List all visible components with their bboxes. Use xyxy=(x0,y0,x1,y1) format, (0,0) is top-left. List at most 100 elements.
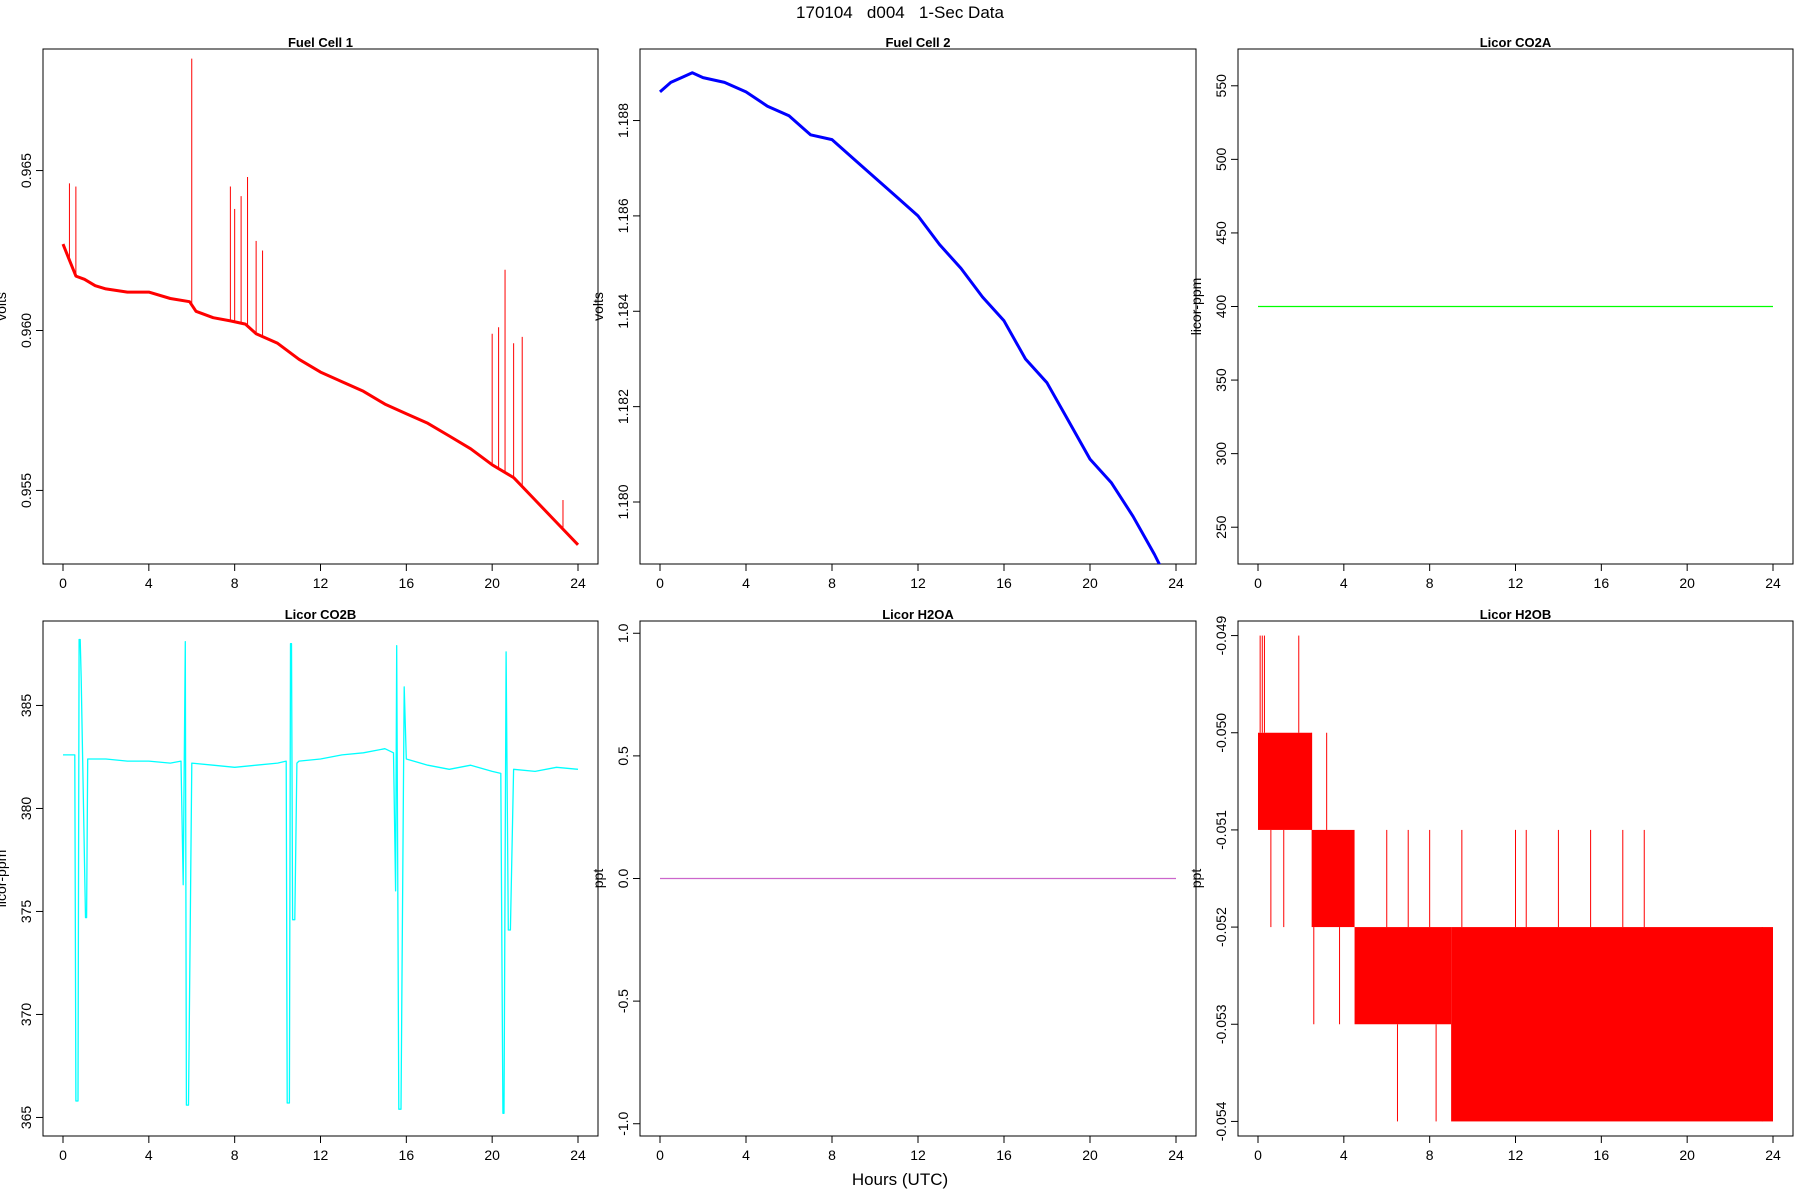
x-tick-label: 16 xyxy=(996,1147,1012,1163)
x-tick-label: 16 xyxy=(996,575,1012,591)
x-tick-label: 0 xyxy=(656,575,664,591)
y-tick-label: -0.5 xyxy=(615,989,631,1013)
x-tick-label: 24 xyxy=(570,575,586,591)
x-tick-label: 12 xyxy=(1508,1147,1524,1163)
chart-title: Fuel Cell 1 xyxy=(288,35,353,50)
y-tick-label: 450 xyxy=(1213,221,1229,245)
x-tick-label: 12 xyxy=(910,1147,926,1163)
series-band xyxy=(1258,732,1312,830)
series-band xyxy=(1451,927,1773,1122)
figure-title: 170104 d004 1-Sec Data xyxy=(796,3,1004,22)
x-tick-label: 16 xyxy=(399,575,415,591)
x-tick-label: 20 xyxy=(484,575,500,591)
y-tick-label: -0.052 xyxy=(1213,907,1229,947)
x-tick-label: 20 xyxy=(1082,575,1098,591)
x-tick-label: 4 xyxy=(742,1147,750,1163)
y-tick-label: 400 xyxy=(1213,295,1229,319)
x-tick-label: 4 xyxy=(742,575,750,591)
y-tick-label: 300 xyxy=(1213,442,1229,466)
plot-frame xyxy=(42,48,599,565)
y-tick-label: 250 xyxy=(1213,515,1229,539)
y-axis-label: ppt xyxy=(590,869,606,889)
x-tick-label: 0 xyxy=(656,1147,664,1163)
x-tick-label: 4 xyxy=(145,575,153,591)
chart-title: Licor CO2A xyxy=(1480,35,1552,50)
chart-panel-1: Fuel Cell 1 0 4 8 12 16 20 24 0.955 0.960 0.965 vol… xyxy=(0,35,599,591)
y-tick-label: 0.965 xyxy=(18,153,34,188)
y-tick-label: 385 xyxy=(18,694,34,718)
series-band xyxy=(1354,927,1452,1025)
chart-panel-3: Licor CO2A 0 4 8 12 16 20 24 250 300 350 400 450 500 5… xyxy=(1188,35,1794,591)
y-tick-label: 1.188 xyxy=(615,103,631,138)
y-tick-label: 380 xyxy=(18,797,34,821)
plot-area xyxy=(61,58,580,546)
x-tick-label: 20 xyxy=(1679,575,1695,591)
x-tick-label: 12 xyxy=(910,575,926,591)
series-band xyxy=(1311,829,1355,928)
series-line xyxy=(61,243,580,546)
x-tick-label: 24 xyxy=(1765,1147,1781,1163)
y-tick-label: 0.0 xyxy=(615,869,631,889)
x-tick-label: 4 xyxy=(1340,575,1348,591)
chart-panel-4: Licor CO2B 0 4 8 12 16 20 24 365 370 375 380 385 lico… xyxy=(0,607,599,1163)
y-tick-label: 0.960 xyxy=(18,313,34,348)
y-axis-label: volts xyxy=(0,292,9,321)
plot-frame xyxy=(42,620,599,1137)
y-tick-label: 550 xyxy=(1213,74,1229,98)
y-tick-label: -0.050 xyxy=(1213,713,1229,753)
x-tick-label: 0 xyxy=(59,575,67,591)
x-tick-label: 16 xyxy=(1594,575,1610,591)
x-tick-label: 24 xyxy=(1765,575,1781,591)
series-line xyxy=(63,638,579,1114)
y-tick-label: -1.0 xyxy=(615,1111,631,1135)
y-tick-label: 1.186 xyxy=(615,198,631,233)
x-tick-label: 12 xyxy=(313,575,329,591)
y-tick-label: 375 xyxy=(18,900,34,924)
y-tick-label: -0.051 xyxy=(1213,810,1229,850)
y-tick-label: 1.182 xyxy=(615,389,631,424)
chart-panel-5: Licor H2OA 0 4 8 12 16 20 24 -1.0 -0.5 0.0 0.5 1.0 pp… xyxy=(590,607,1197,1163)
x-tick-label: 8 xyxy=(828,1147,836,1163)
chart-title: Fuel Cell 2 xyxy=(885,35,950,50)
x-tick-label: 20 xyxy=(1679,1147,1695,1163)
chart-title: Licor H2OB xyxy=(1480,607,1552,622)
x-axis-label: Hours (UTC) xyxy=(851,1170,949,1189)
y-tick-label: 1.0 xyxy=(615,623,631,643)
chart-title: Licor CO2B xyxy=(285,607,357,622)
y-tick-label: 500 xyxy=(1213,147,1229,171)
y-tick-label: 0.955 xyxy=(18,473,34,508)
x-tick-label: 24 xyxy=(1168,1147,1184,1163)
y-axis-label: licor-ppm xyxy=(0,850,9,908)
series-line xyxy=(659,71,1161,564)
x-tick-label: 4 xyxy=(145,1147,153,1163)
chart-title: Licor H2OA xyxy=(882,607,954,622)
y-tick-label: 370 xyxy=(18,1003,34,1027)
plot-area xyxy=(659,71,1161,564)
x-tick-label: 8 xyxy=(231,1147,239,1163)
x-tick-label: 16 xyxy=(399,1147,415,1163)
y-tick-label: 0.5 xyxy=(615,746,631,766)
plot-area xyxy=(63,638,579,1114)
plot-area xyxy=(1258,635,1773,1122)
y-tick-label: -0.053 xyxy=(1213,1004,1229,1044)
x-tick-label: 0 xyxy=(59,1147,67,1163)
x-tick-label: 20 xyxy=(1082,1147,1098,1163)
x-tick-label: 4 xyxy=(1340,1147,1348,1163)
y-tick-label: 365 xyxy=(18,1106,34,1130)
y-axis-label: ppt xyxy=(1188,869,1204,889)
y-axis-label: volts xyxy=(590,292,606,321)
x-tick-label: 8 xyxy=(1426,1147,1434,1163)
x-tick-label: 12 xyxy=(1508,575,1524,591)
x-tick-label: 16 xyxy=(1594,1147,1610,1163)
chart-panel-6: Licor H2OB 0 4 8 12 16 20 24 -0.054 -0.053 -0.052 -… xyxy=(1188,607,1794,1163)
y-tick-label: 350 xyxy=(1213,368,1229,392)
x-tick-label: 12 xyxy=(313,1147,329,1163)
x-tick-label: 0 xyxy=(1254,1147,1262,1163)
y-tick-label: -0.049 xyxy=(1213,616,1229,656)
y-tick-label: 1.184 xyxy=(615,294,631,329)
y-tick-label: 1.180 xyxy=(615,484,631,519)
x-tick-label: 8 xyxy=(828,575,836,591)
x-tick-label: 24 xyxy=(570,1147,586,1163)
x-tick-label: 0 xyxy=(1254,575,1262,591)
